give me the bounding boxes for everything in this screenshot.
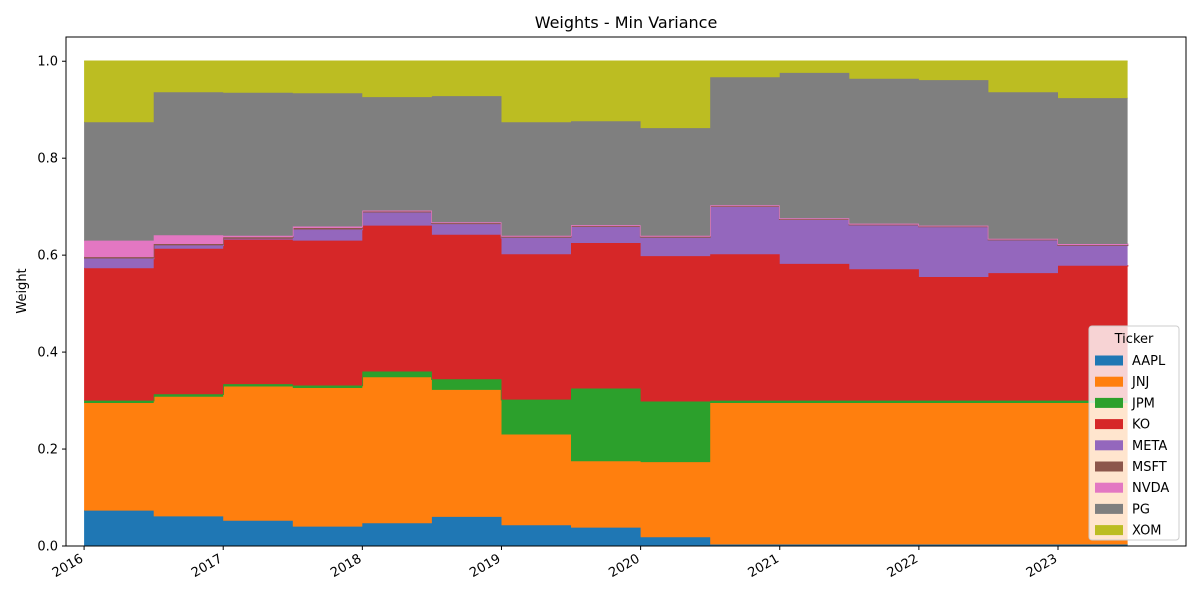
legend-swatch-jpm <box>1095 397 1123 408</box>
area-jnj <box>84 377 1128 545</box>
area-meta <box>84 206 1128 277</box>
legend-swatch-msft <box>1095 461 1123 472</box>
legend: Ticker AAPL JNJ JPM KO META MSFT NVDA PG XOM <box>1088 325 1180 541</box>
legend-title: Ticker <box>1114 332 1154 347</box>
legend-label-meta: META <box>1132 439 1167 454</box>
y-tick-label: 0.0 <box>37 540 58 555</box>
y-tick-label: 0.6 <box>37 249 58 264</box>
legend-label-msft: MSFT <box>1132 460 1167 475</box>
y-tick-label: 0.2 <box>37 443 58 458</box>
legend-label-pg: PG <box>1132 502 1150 517</box>
area-xom <box>84 61 1128 129</box>
legend-swatch-aapl <box>1095 355 1123 366</box>
legend-swatch-xom <box>1095 525 1123 536</box>
legend-label-jnj: JNJ <box>1131 375 1149 390</box>
area-pg <box>84 72 1128 245</box>
plot-frame <box>65 36 1187 547</box>
chart-title: Weights - Min Variance <box>535 13 718 32</box>
legend-label-ko: KO <box>1132 418 1150 433</box>
legend-label-nvda: NVDA <box>1132 481 1169 496</box>
area-layer <box>84 60 1129 546</box>
y-tick-label: 1.0 <box>37 55 58 70</box>
y-axis-label: Weight <box>15 268 30 313</box>
legend-label-jpm: JPM <box>1131 396 1155 411</box>
legend-swatch-nvda <box>1095 482 1123 493</box>
y-tick-label: 0.4 <box>37 346 58 361</box>
area-jpm <box>84 371 1128 463</box>
legend-label-aapl: AAPL <box>1132 354 1166 369</box>
legend-label-xom: XOM <box>1132 524 1162 539</box>
legend-swatch-ko <box>1095 419 1123 430</box>
legend-swatch-jnj <box>1095 376 1123 387</box>
legend-swatch-meta <box>1095 440 1123 451</box>
y-tick-label: 0.8 <box>37 152 58 167</box>
legend-swatch-pg <box>1095 503 1123 514</box>
